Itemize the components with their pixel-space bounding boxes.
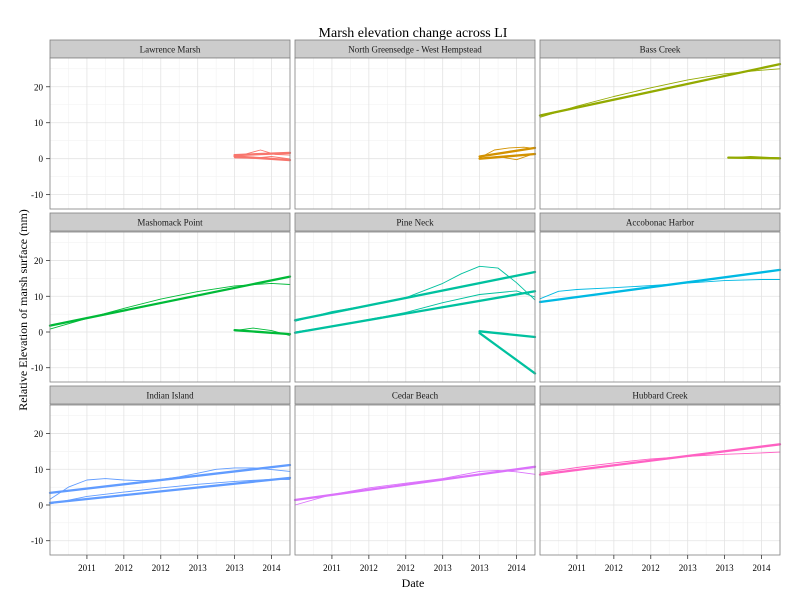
panel-border bbox=[539, 231, 781, 383]
trend-line-1 bbox=[48, 476, 292, 505]
y-tick-label: 10 bbox=[34, 465, 44, 475]
trend-line-0 bbox=[48, 463, 292, 495]
facet-strip-label: North Greensedge - West Hempstead bbox=[348, 45, 482, 55]
x-tick-label: 2014 bbox=[753, 563, 772, 573]
panel-border bbox=[49, 231, 291, 383]
facet-strip-label: Indian Island bbox=[146, 391, 194, 401]
facet-strip bbox=[539, 212, 781, 232]
facet-strip-label: Bass Creek bbox=[640, 45, 681, 55]
facet-strip bbox=[539, 385, 781, 405]
trend-line-0 bbox=[538, 443, 782, 476]
x-tick-label: 2011 bbox=[568, 563, 586, 573]
panel-accobonac-harbor: Accobonac Harbor bbox=[538, 212, 782, 383]
x-tick-label: 2012 bbox=[605, 563, 623, 573]
trend-line-2 bbox=[727, 156, 782, 160]
y-tick-label: 0 bbox=[39, 154, 44, 164]
smoothed-line-2 bbox=[479, 146, 536, 159]
x-tick-label: 2013 bbox=[434, 563, 453, 573]
panel-background bbox=[50, 58, 290, 209]
y-tick-label: 20 bbox=[34, 429, 44, 439]
panel-border bbox=[49, 404, 291, 556]
panel-background bbox=[540, 232, 780, 382]
trend-line-2 bbox=[233, 329, 292, 336]
y-tick-label: 20 bbox=[34, 82, 44, 92]
trend-line-0 bbox=[233, 151, 292, 157]
panel-hubbard-creek: Hubbard Creek 2011 2012 2012 2013 2013 2014 bbox=[538, 385, 782, 573]
x-tick-label: 2013 bbox=[189, 563, 208, 573]
smoothed-line-1 bbox=[539, 68, 781, 118]
panel-cedar-beach: Cedar Beach 2011 2012 2012 2013 2013 2014 bbox=[293, 385, 537, 573]
panel-bass-creek: Bass Creek bbox=[538, 39, 782, 210]
trend-line-0 bbox=[48, 275, 292, 327]
x-tick-label: 2014 bbox=[263, 563, 282, 573]
facet-strip-label: Hubbard Creek bbox=[632, 391, 688, 401]
x-tick-label: 2012 bbox=[152, 563, 170, 573]
x-tick-label: 2012 bbox=[360, 563, 378, 573]
facet-strip-label: Mashomack Point bbox=[137, 218, 203, 228]
panel-border bbox=[294, 404, 536, 556]
facet-strip-label: Cedar Beach bbox=[392, 391, 439, 401]
panel-mashomack-point: Mashomack Point -10 0 10 20 bbox=[31, 212, 292, 383]
panel-background bbox=[50, 232, 290, 382]
trend-line-0 bbox=[478, 146, 537, 158]
y-tick-label: -10 bbox=[31, 363, 43, 373]
facet-strip-label: Pine Neck bbox=[396, 218, 434, 228]
x-tick-label: 2011 bbox=[78, 563, 96, 573]
x-axis-label: Date bbox=[402, 576, 425, 590]
panel-border bbox=[539, 57, 781, 210]
x-tick-label: 2013 bbox=[471, 563, 490, 573]
trend-line-5 bbox=[478, 331, 537, 375]
smoothed-line-1 bbox=[539, 279, 781, 300]
facet-strip bbox=[294, 385, 536, 405]
x-tick-label: 2012 bbox=[115, 563, 133, 573]
x-tick-label: 2013 bbox=[716, 563, 735, 573]
panel-border bbox=[294, 57, 536, 210]
trend-line-1 bbox=[478, 152, 537, 160]
y-tick-label: 0 bbox=[39, 328, 44, 338]
y-tick-label: 10 bbox=[34, 292, 44, 302]
x-tick-label: 2013 bbox=[226, 563, 245, 573]
facet-panels: Lawrence Marsh -10 0 10 20 North Greensedge -… bbox=[31, 39, 782, 573]
x-tick-label: 2011 bbox=[323, 563, 341, 573]
panel-background bbox=[540, 405, 780, 555]
trend-line-0 bbox=[538, 62, 782, 117]
panel-background bbox=[295, 58, 535, 209]
panel-pine-neck: Pine Neck bbox=[293, 212, 537, 383]
x-tick-label: 2012 bbox=[642, 563, 660, 573]
trend-line-4 bbox=[478, 330, 537, 339]
trend-line-0 bbox=[293, 270, 537, 322]
panel-lawrence-marsh: Lawrence Marsh -10 0 10 20 bbox=[31, 39, 292, 210]
y-tick-label: 20 bbox=[34, 256, 44, 266]
x-tick-label: 2014 bbox=[508, 563, 527, 573]
panel-border bbox=[539, 404, 781, 556]
trend-line-0 bbox=[293, 465, 537, 502]
panel-background bbox=[295, 405, 535, 555]
y-tick-label: -10 bbox=[31, 536, 43, 546]
panel-background bbox=[295, 232, 535, 382]
trend-line-1 bbox=[233, 155, 292, 162]
trend-line-1 bbox=[293, 290, 537, 334]
x-tick-label: 2012 bbox=[397, 563, 415, 573]
panel-background bbox=[540, 58, 780, 209]
facet-strip-label: Accobonac Harbor bbox=[626, 218, 694, 228]
panel-indian-island: Indian Island -10 0 10 20 2011 2012 2012 2013 201… bbox=[31, 385, 292, 573]
trend-line-0 bbox=[538, 268, 782, 304]
y-axis-label: Relative Elevation of marsh surface (mm) bbox=[16, 209, 30, 411]
y-tick-label: 0 bbox=[39, 501, 44, 511]
facet-strip bbox=[294, 212, 536, 232]
panel-north-greensedge-west-hempstead: North Greensedge - West Hempstead bbox=[294, 39, 537, 210]
x-tick-label: 2013 bbox=[679, 563, 698, 573]
y-tick-label: -10 bbox=[31, 190, 43, 200]
panel-border bbox=[294, 231, 536, 383]
facet-strip bbox=[49, 385, 291, 405]
facet-strip bbox=[49, 212, 291, 232]
chart-title: Marsh elevation change across LI bbox=[319, 26, 508, 41]
panel-border bbox=[49, 57, 291, 210]
facet-strip-label: Lawrence Marsh bbox=[140, 45, 201, 55]
y-tick-label: 10 bbox=[34, 118, 44, 128]
